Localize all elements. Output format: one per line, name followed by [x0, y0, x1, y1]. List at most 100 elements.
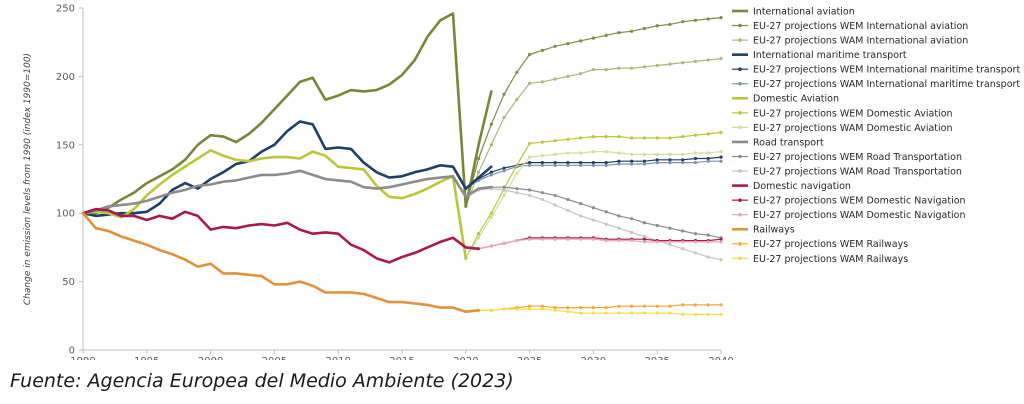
data-point: [719, 240, 723, 244]
data-point: [604, 134, 608, 139]
data-point: [515, 191, 519, 195]
legend-marker: [738, 198, 742, 202]
y-axis-label: Change in emission levels from 1990 (ind…: [23, 53, 33, 305]
data-point: [579, 305, 583, 310]
data-point: [642, 311, 647, 315]
data-point: [476, 170, 481, 174]
series-line: [478, 308, 722, 315]
data-point: [579, 214, 583, 218]
data-point: [579, 72, 583, 76]
data-point: [719, 258, 723, 262]
data-point: [566, 237, 570, 241]
series-line: [81, 207, 480, 264]
data-point: [630, 238, 634, 243]
data-point: [566, 310, 570, 314]
data-point: [630, 152, 634, 156]
data-point: [693, 160, 698, 165]
data-point: [681, 247, 685, 251]
series-14: [476, 237, 723, 251]
source-caption: Fuente: Agencia Europea del Medio Ambien…: [10, 370, 514, 392]
data-point: [668, 136, 672, 140]
data-point: [528, 307, 532, 311]
data-point: [604, 33, 608, 37]
data-point: [706, 151, 710, 155]
data-point: [591, 67, 596, 72]
series-16: [476, 303, 723, 312]
legend-label: EU-27 projections WAM International mari…: [753, 79, 1020, 90]
data-point: [630, 162, 634, 166]
data-point: [642, 159, 647, 163]
data-point: [617, 134, 621, 139]
data-point: [528, 237, 532, 241]
data-point: [540, 163, 544, 167]
data-point: [655, 240, 659, 244]
data-point: [540, 48, 544, 53]
data-point: [579, 136, 583, 140]
data-point: [617, 66, 621, 70]
y-tick-label: 200: [56, 72, 75, 83]
legend-label: EU-27 projections WEM Domestic Navigatio…: [753, 196, 966, 207]
data-point: [604, 222, 608, 226]
data-point: [693, 232, 698, 236]
legend-item: EU-27 projections WEM International avia…: [732, 21, 968, 32]
data-point: [502, 185, 506, 189]
data-point: [528, 163, 532, 167]
data-point: [553, 139, 557, 143]
data-point: [668, 152, 672, 156]
series-9: [81, 169, 493, 215]
data-point: [566, 197, 570, 202]
x-tick-label: 1995: [134, 356, 159, 360]
data-point: [668, 158, 672, 162]
data-point: [719, 237, 723, 241]
data-point: [515, 70, 519, 74]
legend-label: Domestic navigation: [753, 181, 851, 192]
legend-label: EU-27 projections WEM Road Transportatio…: [753, 152, 962, 163]
data-point: [540, 160, 544, 165]
series-line: [81, 211, 480, 314]
data-point: [591, 237, 596, 241]
data-point: [528, 193, 532, 198]
data-point: [706, 156, 710, 161]
y-tick-label: 250: [56, 4, 75, 15]
y-tick-label: 0: [69, 346, 75, 357]
data-point: [655, 223, 659, 228]
data-point: [553, 44, 557, 48]
data-point: [566, 151, 570, 155]
data-point: [553, 203, 557, 207]
data-point: [489, 215, 493, 219]
x-tick-label: 2015: [389, 356, 414, 360]
legend-item: EU-27 projections WAM International avia…: [732, 36, 968, 47]
data-point: [604, 160, 608, 165]
data-point: [528, 188, 532, 192]
data-point: [591, 134, 596, 139]
legend-label: Road transport: [753, 137, 824, 148]
data-point: [502, 193, 506, 198]
data-point: [579, 163, 583, 167]
legend-label: Domestic Aviation: [753, 94, 839, 105]
data-point: [642, 221, 647, 225]
data-point: [502, 92, 506, 96]
legend-label: EU-27 projections WEM International mari…: [753, 65, 1020, 76]
data-point: [719, 57, 723, 61]
data-point: [502, 241, 506, 245]
data-point: [553, 308, 557, 312]
data-point: [553, 77, 557, 81]
data-point: [489, 308, 493, 312]
data-point: [630, 66, 634, 70]
data-point: [617, 304, 621, 308]
legend-label: EU-27 projections WAM Road Transportatio…: [753, 166, 962, 177]
y-tick-label: 150: [56, 140, 75, 151]
data-point: [642, 304, 647, 308]
data-point: [604, 67, 608, 72]
data-point: [668, 226, 672, 230]
data-point: [681, 134, 685, 139]
data-point: [681, 20, 685, 24]
data-point: [655, 304, 659, 308]
data-point: [655, 158, 659, 162]
data-point: [642, 26, 647, 31]
data-point: [706, 312, 710, 317]
legend-item: EU-27 projections WEM Domestic Aviation: [732, 108, 953, 119]
y-tick-label: 50: [62, 277, 75, 288]
data-point: [668, 62, 672, 66]
